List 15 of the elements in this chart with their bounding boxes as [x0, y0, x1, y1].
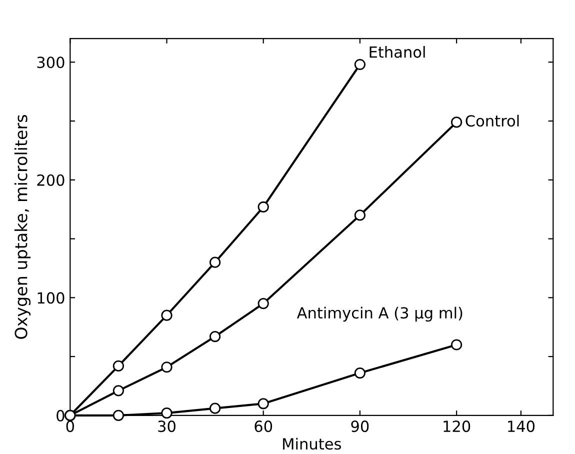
y-tick-label: 0 [56, 410, 64, 422]
x-tick-label: 30 [158, 420, 176, 432]
series-label: Antimycin A (3 μg ml) [296, 306, 462, 322]
x-tick-label: 120 [444, 420, 470, 432]
x-axis-title: Minutes [283, 438, 341, 450]
y-axis-title: Oxygen uptake, microliters [14, 115, 31, 339]
x-tick-label: 60 [254, 420, 272, 432]
x-tick-label: 140 [508, 420, 535, 432]
y-tick-label: 200 [37, 174, 64, 186]
y-tick-label: 100 [38, 292, 64, 304]
series-label: Ethanol [370, 46, 425, 58]
x-tick-label: 90 [351, 420, 369, 432]
x-tick-label: 0 [66, 420, 74, 432]
y-tick-label: 300 [37, 56, 64, 68]
legend-label: Control [466, 114, 519, 127]
